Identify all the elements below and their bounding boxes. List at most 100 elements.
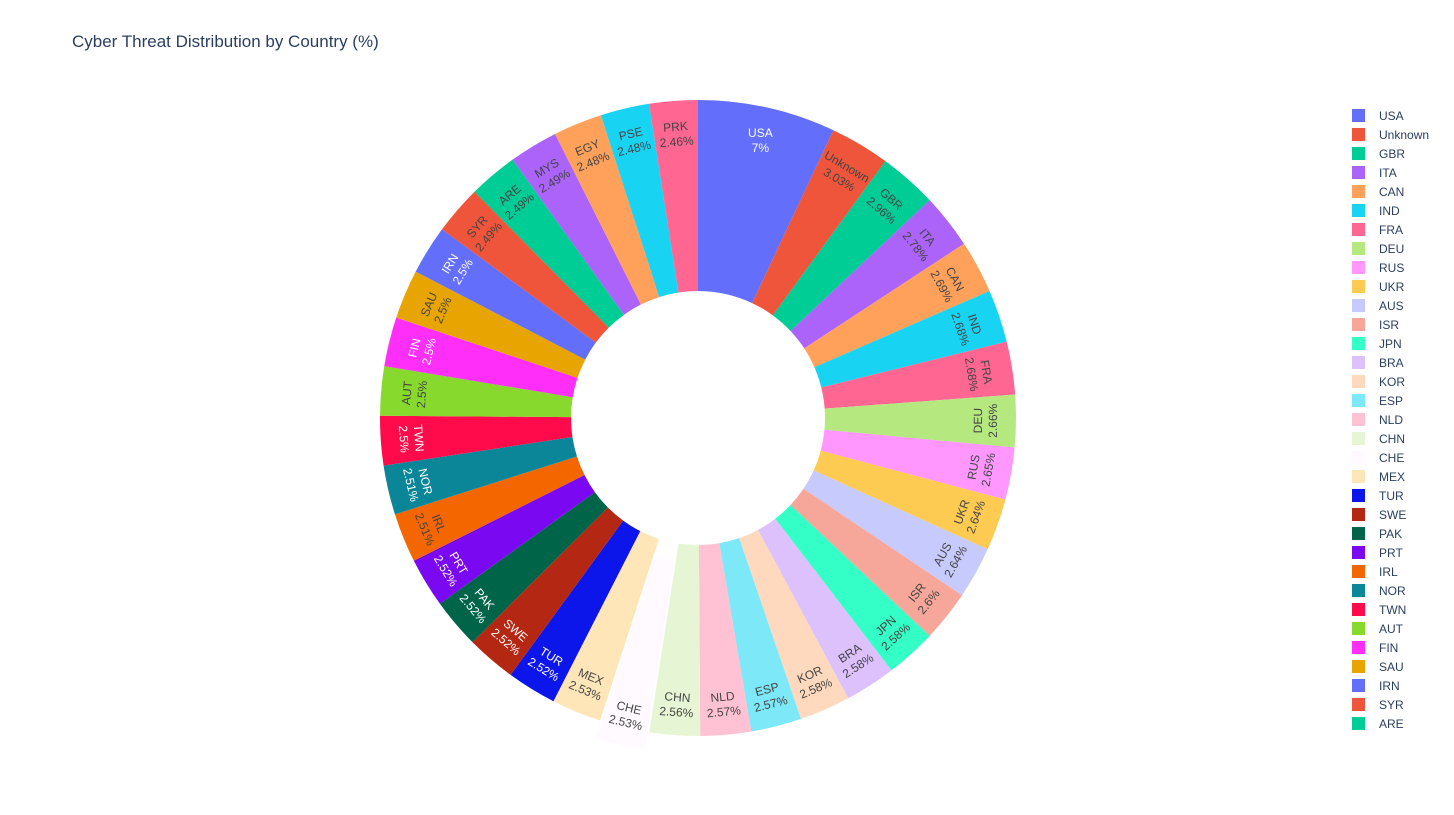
legend-swatch xyxy=(1352,603,1365,616)
slice-prk[interactable] xyxy=(649,100,698,293)
legend-item-syr[interactable]: SYR xyxy=(1352,695,1404,714)
legend-item-unknown[interactable]: Unknown xyxy=(1352,125,1429,144)
legend-item-isr[interactable]: ISR xyxy=(1352,315,1399,334)
legend-item-bra[interactable]: BRA xyxy=(1352,353,1404,372)
slice-irn[interactable] xyxy=(415,229,596,360)
slice-ita[interactable] xyxy=(790,200,965,349)
slice-nor[interactable] xyxy=(383,436,577,515)
slice-can[interactable] xyxy=(804,243,990,368)
legend-item-rus[interactable]: RUS xyxy=(1352,258,1404,277)
slice-gbr[interactable] xyxy=(772,161,930,332)
legend-item-ita[interactable]: ITA xyxy=(1352,163,1397,182)
legend-swatch xyxy=(1352,356,1365,369)
legend-swatch xyxy=(1352,508,1365,521)
legend-item-esp[interactable]: ESP xyxy=(1352,391,1403,410)
legend-swatch xyxy=(1352,660,1365,673)
slice-che[interactable] xyxy=(595,556,675,750)
slice-kor[interactable] xyxy=(739,529,849,719)
legend-swatch xyxy=(1352,166,1365,179)
legend-item-che[interactable]: CHE xyxy=(1352,448,1404,467)
slice-chn[interactable] xyxy=(649,543,701,736)
slice-nld[interactable] xyxy=(698,543,752,736)
legend-item-aut[interactable]: AUT xyxy=(1352,619,1403,638)
slice-bra[interactable] xyxy=(757,518,892,699)
slice-pse[interactable] xyxy=(600,103,679,298)
legend-item-sau[interactable]: SAU xyxy=(1352,657,1404,676)
legend-label: JPN xyxy=(1379,336,1402,351)
legend-item-mex[interactable]: MEX xyxy=(1352,467,1405,486)
legend-swatch xyxy=(1352,147,1365,160)
chart-title: Cyber Threat Distribution by Country (%) xyxy=(72,32,379,51)
slice-rus[interactable] xyxy=(820,429,1015,500)
legend-swatch xyxy=(1352,375,1365,388)
legend-label: ESP xyxy=(1379,393,1404,408)
legend-swatch xyxy=(1352,584,1365,597)
slice-value-text: 2.46% xyxy=(659,134,694,151)
legend-swatch xyxy=(1352,299,1365,312)
legend-item-ukr[interactable]: UKR xyxy=(1352,277,1404,296)
slice-swe[interactable] xyxy=(472,507,624,675)
legend-label: RUS xyxy=(1379,260,1405,275)
slice-deu[interactable] xyxy=(824,394,1016,448)
legend-item-ind[interactable]: IND xyxy=(1352,201,1400,220)
legend-label: IND xyxy=(1379,203,1400,218)
legend-swatch xyxy=(1352,337,1365,350)
legend-item-aus[interactable]: AUS xyxy=(1352,296,1404,315)
slice-syr[interactable] xyxy=(442,191,609,343)
legend-item-deu[interactable]: DEU xyxy=(1352,239,1404,258)
slice-mex[interactable] xyxy=(553,531,659,721)
legend-item-tur[interactable]: TUR xyxy=(1352,486,1404,505)
slice-are[interactable] xyxy=(474,159,624,328)
slice-tur[interactable] xyxy=(510,520,641,702)
slice-value-text: 2.5% xyxy=(419,336,439,366)
slice-pak[interactable] xyxy=(439,492,608,643)
legend-item-fra[interactable]: FRA xyxy=(1352,220,1403,239)
slice-aus[interactable] xyxy=(803,470,988,596)
slice-fin[interactable] xyxy=(384,317,578,398)
legend-item-irn[interactable]: IRN xyxy=(1352,676,1400,695)
slice-twn[interactable] xyxy=(380,415,573,466)
legend-label: TWN xyxy=(1379,602,1407,617)
legend-label: ISR xyxy=(1379,317,1400,332)
legend-item-jpn[interactable]: JPN xyxy=(1352,334,1402,353)
slice-name-text: CHE xyxy=(615,698,643,717)
slice-prt[interactable] xyxy=(413,475,595,604)
slice-value-text: 2.5% xyxy=(396,425,412,454)
slice-unknown[interactable] xyxy=(752,130,886,316)
legend-item-twn[interactable]: TWN xyxy=(1352,600,1406,619)
legend-swatch xyxy=(1352,451,1365,464)
legend-item-pak[interactable]: PAK xyxy=(1352,524,1402,543)
legend-item-nor[interactable]: NOR xyxy=(1352,581,1406,600)
legend-item-kor[interactable]: KOR xyxy=(1352,372,1405,391)
slice-jpn[interactable] xyxy=(775,504,930,671)
legend-item-usa[interactable]: USA xyxy=(1352,106,1404,125)
legend-item-irl[interactable]: IRL xyxy=(1352,562,1398,581)
slice-fra[interactable] xyxy=(821,341,1016,409)
slice-irl[interactable] xyxy=(394,456,585,561)
slice-egy[interactable] xyxy=(555,115,660,305)
slice-ind[interactable] xyxy=(814,290,1007,388)
slice-esp[interactable] xyxy=(719,538,802,732)
legend-item-nld[interactable]: NLD xyxy=(1352,410,1403,429)
legend-label: BRA xyxy=(1379,355,1404,370)
legend-label: AUT xyxy=(1379,621,1403,636)
slice-sau[interactable] xyxy=(396,271,586,378)
slice-mys[interactable] xyxy=(512,133,641,315)
slice-ukr[interactable] xyxy=(813,450,1006,550)
slice-name-text: RUS xyxy=(965,453,983,480)
legend-item-fin[interactable]: FIN xyxy=(1352,638,1398,657)
slice-aut[interactable] xyxy=(380,366,573,418)
legend-item-are[interactable]: ARE xyxy=(1352,714,1404,733)
legend-item-swe[interactable]: SWE xyxy=(1352,505,1406,524)
legend-item-prt[interactable]: PRT xyxy=(1352,543,1403,562)
legend-item-gbr[interactable]: GBR xyxy=(1352,144,1405,163)
slice-isr[interactable] xyxy=(790,488,963,636)
legend-item-chn[interactable]: CHN xyxy=(1352,429,1405,448)
slice-usa[interactable] xyxy=(698,100,834,304)
legend-item-can[interactable]: CAN xyxy=(1352,182,1404,201)
